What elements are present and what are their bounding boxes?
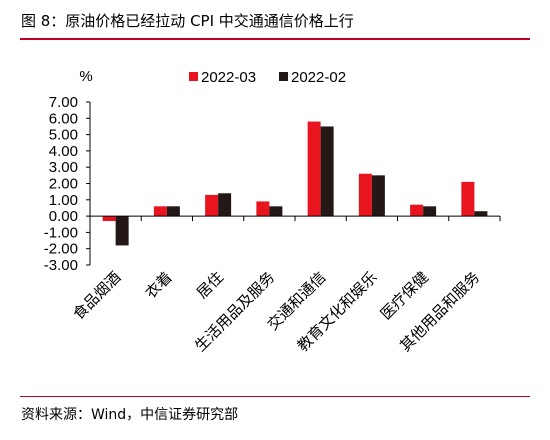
bar-2022-02-衣着 bbox=[166, 206, 180, 217]
y-tick-label: 4.00 bbox=[49, 143, 78, 160]
bar-2022-03-医疗保健 bbox=[410, 204, 424, 217]
legend-swatch-2022-03 bbox=[189, 72, 198, 81]
y-tick-label: -2.00 bbox=[44, 241, 78, 258]
legend-label: 2022-02 bbox=[291, 69, 346, 86]
legend-label: 2022-03 bbox=[201, 69, 256, 86]
bar-2022-02-交通和通信 bbox=[320, 126, 334, 217]
bar-2022-03-教育文化和娱乐 bbox=[358, 173, 372, 217]
x-category-label: 食品烟酒 bbox=[69, 268, 124, 323]
y-axis: 7.006.005.004.003.002.001.000.00-1.00-2.… bbox=[44, 94, 91, 274]
bar-2022-03-其他用品和服务 bbox=[461, 181, 475, 217]
bar-2022-02-居住 bbox=[218, 193, 232, 217]
y-tick-label: 1.00 bbox=[49, 192, 78, 209]
source-note: 资料来源：Wind，中信证券研究部 bbox=[21, 407, 239, 423]
bar-2022-03-交通和通信 bbox=[307, 121, 321, 217]
source-rule bbox=[20, 396, 530, 397]
y-tick-label: 6.00 bbox=[49, 110, 78, 127]
y-axis-unit-label: % bbox=[79, 68, 92, 85]
y-tick-label: -1.00 bbox=[44, 224, 78, 241]
y-tick-label: 0.00 bbox=[49, 208, 78, 225]
x-category-label: 居住 bbox=[193, 268, 227, 302]
y-tick-label: -3.00 bbox=[44, 257, 78, 274]
legend-swatch-2022-02 bbox=[279, 72, 288, 81]
figure-title: 图 8：原油价格已经拉动 CPI 中交通通信价格上行 bbox=[21, 12, 354, 30]
bar-2022-03-生活用品及服务 bbox=[256, 201, 270, 217]
bar-2022-03-居住 bbox=[205, 194, 219, 217]
bar-2022-02-食品烟酒 bbox=[115, 216, 129, 246]
bars bbox=[102, 121, 488, 246]
y-tick-label: 7.00 bbox=[49, 94, 78, 111]
bar-2022-03-衣着 bbox=[153, 206, 167, 217]
title-rule bbox=[20, 38, 530, 40]
y-tick-label: 5.00 bbox=[49, 127, 78, 144]
legend: 2022-03 2022-02 bbox=[189, 69, 346, 86]
y-tick-label: 2.00 bbox=[49, 176, 78, 193]
y-tick-label: 3.00 bbox=[49, 159, 78, 176]
bar-2022-02-医疗保健 bbox=[423, 206, 437, 217]
bar-2022-02-生活用品及服务 bbox=[269, 206, 283, 217]
bar-2022-02-其他用品和服务 bbox=[474, 211, 488, 217]
bar-2022-03-食品烟酒 bbox=[102, 216, 116, 221]
x-category-label: 衣着 bbox=[142, 268, 176, 302]
bar-2022-02-教育文化和娱乐 bbox=[371, 175, 385, 217]
